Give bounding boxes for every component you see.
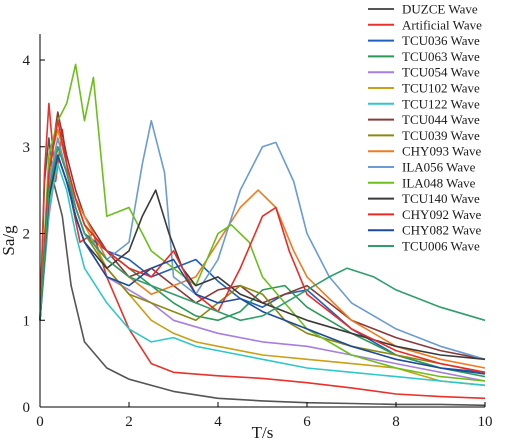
series-line-chy082-wave — [39, 154, 486, 375]
legend-label: TCU044 Wave — [402, 112, 480, 127]
legend-label: TCU039 Wave — [402, 128, 480, 143]
x-tick-label: 8 — [392, 414, 400, 430]
legend-label: DUZCE Wave — [402, 2, 478, 17]
legend-label: CHY082 Wave — [402, 223, 481, 238]
legend-label: ILA056 Wave — [402, 160, 476, 175]
legend-label: TCU054 Wave — [402, 65, 480, 80]
series-line-tcu044-wave — [39, 111, 486, 361]
legend-label: TCU140 Wave — [402, 191, 480, 206]
series-line-tcu006-wave — [39, 146, 486, 322]
y-tick-label: 4 — [23, 53, 31, 69]
series-line-ila048-wave — [39, 63, 486, 382]
axes — [39, 34, 485, 408]
y-tick-label: 2 — [23, 227, 31, 243]
x-ticks: 0 2 4 6 8 10 — [36, 402, 493, 430]
y-tick-label: 3 — [23, 140, 31, 156]
x-tick-label: 6 — [303, 414, 311, 430]
y-axis-title: Sa/g — [0, 225, 18, 256]
y-tick-label: 0 — [23, 400, 31, 416]
y-ticks: 0 1 2 3 4 — [23, 53, 45, 416]
legend-label: TCU122 Wave — [402, 96, 480, 111]
y-tick-label: 1 — [23, 313, 31, 329]
legend-label: TCU006 Wave — [402, 239, 480, 254]
plot-lines — [39, 63, 486, 407]
x-tick-label: 2 — [125, 414, 133, 430]
legend-label: TCU102 Wave — [402, 81, 480, 96]
x-tick-label: 10 — [478, 414, 493, 430]
legend-label: Artificial Wave — [402, 17, 482, 32]
series-line-tcu122-wave — [39, 163, 486, 387]
legend-label: TCU063 Wave — [402, 49, 480, 64]
x-tick-label: 0 — [36, 414, 44, 430]
legend-label: ILA048 Wave — [402, 175, 476, 190]
legend-label: CHY092 Wave — [402, 207, 481, 222]
x-tick-label: 4 — [214, 414, 222, 430]
legend-label: CHY093 Wave — [402, 144, 481, 159]
x-axis-title: T/s — [252, 423, 274, 442]
legend-label: TCU036 Wave — [402, 33, 480, 48]
